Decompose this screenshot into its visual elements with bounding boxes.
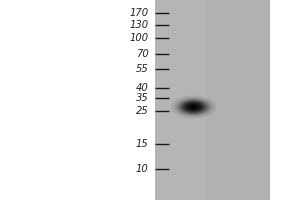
Ellipse shape [184, 102, 203, 112]
Ellipse shape [174, 97, 213, 117]
Text: 35: 35 [136, 93, 148, 103]
Text: 15: 15 [136, 139, 148, 149]
Ellipse shape [171, 95, 216, 119]
Ellipse shape [189, 105, 198, 109]
Ellipse shape [177, 99, 210, 115]
Ellipse shape [190, 105, 196, 109]
FancyBboxPatch shape [155, 0, 206, 200]
Text: 100: 100 [129, 33, 148, 43]
Ellipse shape [182, 101, 205, 113]
Text: 40: 40 [136, 83, 148, 93]
Text: 10: 10 [136, 164, 148, 174]
Ellipse shape [179, 100, 208, 114]
Text: 25: 25 [136, 106, 148, 116]
Ellipse shape [187, 104, 200, 110]
Text: 130: 130 [129, 20, 148, 30]
Text: 55: 55 [136, 64, 148, 74]
Text: 170: 170 [129, 8, 148, 18]
FancyBboxPatch shape [155, 0, 270, 200]
Text: 70: 70 [136, 49, 148, 59]
